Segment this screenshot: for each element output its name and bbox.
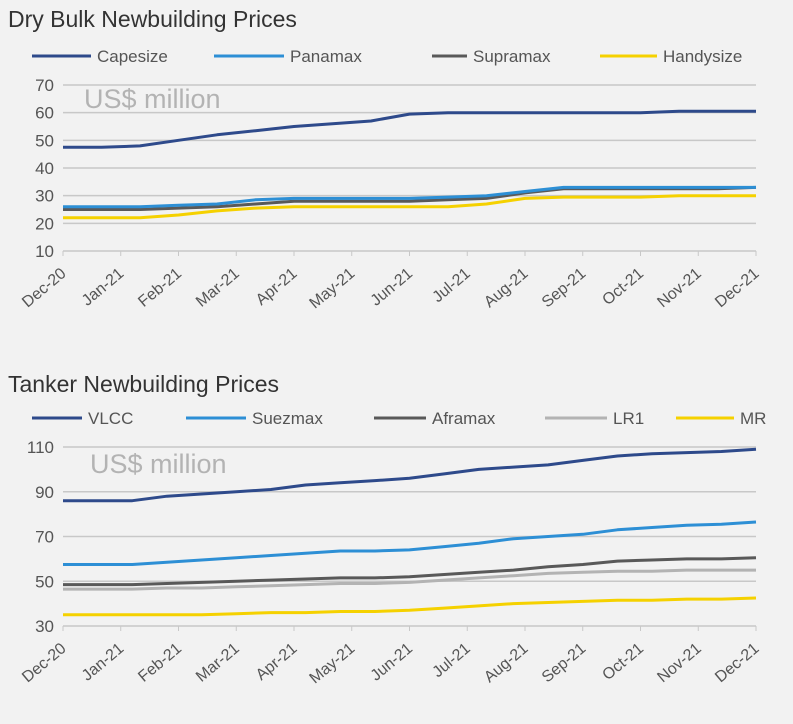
y-tick-label: 30 xyxy=(35,617,54,636)
x-tick-label: Apr-21 xyxy=(253,640,301,684)
y-tick-label: 30 xyxy=(35,187,54,206)
y-tick-label: 60 xyxy=(35,104,54,123)
tanker-chart: Tanker Newbuilding Prices VLCC Suezmax Afr… xyxy=(8,371,766,687)
x-tick-label: Dec-21 xyxy=(712,265,763,311)
x-tick-label: May-21 xyxy=(307,640,359,687)
series-line-suezmax xyxy=(63,520,757,566)
dry-bulk-chart: Dry Bulk Newbuilding Prices Capesize Pana… xyxy=(8,6,763,312)
series-line-lr1 xyxy=(63,568,756,591)
legend-label-capesize: Capesize xyxy=(97,47,168,66)
x-tick-label: Oct-21 xyxy=(599,265,647,309)
x-tick-label: Nov-21 xyxy=(654,640,705,686)
x-tick-label: Aug-21 xyxy=(481,265,532,311)
tanker-unit-label: US$ million xyxy=(90,449,227,479)
x-tick-label: Dec-20 xyxy=(19,265,70,311)
x-tick-label: Dec-21 xyxy=(712,640,763,686)
x-tick-label: Jun-21 xyxy=(368,265,416,310)
x-tick-label: Jul-21 xyxy=(430,640,474,681)
x-tick-label: Nov-21 xyxy=(654,265,705,311)
series-line-vlcc xyxy=(63,447,757,503)
legend-label-vlcc: VLCC xyxy=(88,409,133,428)
x-tick-label: Dec-20 xyxy=(19,640,70,686)
x-tick-label: Sep-21 xyxy=(539,265,590,311)
x-tick-label: Mar-21 xyxy=(193,265,243,311)
tanker-series xyxy=(63,447,757,617)
y-tick-label: 110 xyxy=(27,438,54,457)
dry-bulk-series xyxy=(63,109,757,220)
legend-label-mr: MR xyxy=(740,409,766,428)
series-line-handysize xyxy=(63,194,756,220)
x-tick-label: May-21 xyxy=(307,265,359,312)
series-line-mr xyxy=(63,596,757,617)
legend-label-suezmax: Suezmax xyxy=(252,409,323,428)
series-line-capesize xyxy=(63,109,756,149)
y-tick-label: 50 xyxy=(35,572,54,591)
x-tick-label: Jul-21 xyxy=(430,265,474,306)
tanker-y-axis: 30 50 70 90 110 xyxy=(27,438,54,636)
legend-label-lr1: LR1 xyxy=(613,409,644,428)
dry-bulk-y-axis: 10 20 30 40 50 60 70 xyxy=(35,76,54,261)
x-tick-label: Oct-21 xyxy=(599,640,647,684)
x-tick-label: Jan-21 xyxy=(79,640,127,685)
tanker-title: Tanker Newbuilding Prices xyxy=(8,371,279,397)
tanker-x-axis: Dec-20 Jan-21 Feb-21 Mar-21 Apr-21 May-21 Jun-… xyxy=(19,626,763,687)
y-tick-label: 70 xyxy=(35,76,54,95)
dry-bulk-unit-label: US$ million xyxy=(84,84,221,114)
y-tick-label: 50 xyxy=(35,131,54,150)
x-tick-label: Feb-21 xyxy=(135,265,185,311)
x-tick-label: Apr-21 xyxy=(253,265,301,309)
y-tick-label: 40 xyxy=(35,159,54,178)
y-tick-label: 90 xyxy=(35,483,54,502)
x-tick-label: Mar-21 xyxy=(193,640,243,686)
dry-bulk-x-axis: Dec-20 Jan-21 Feb-21 Mar-21 Apr-21 May-21 Jun-… xyxy=(19,251,763,312)
legend-label-aframax: Aframax xyxy=(432,409,496,428)
tanker-legend: VLCC Suezmax Aframax LR1 MR xyxy=(32,409,766,428)
x-tick-label: Aug-21 xyxy=(481,640,532,686)
dry-bulk-legend: Capesize Panamax Supramax Handysize xyxy=(32,47,742,66)
y-tick-label: 70 xyxy=(35,528,54,547)
x-tick-label: Jun-21 xyxy=(368,640,416,685)
legend-label-handysize: Handysize xyxy=(663,47,742,66)
x-tick-label: Jan-21 xyxy=(79,265,127,310)
x-tick-label: Sep-21 xyxy=(539,640,590,686)
legend-label-panamax: Panamax xyxy=(290,47,362,66)
y-tick-label: 20 xyxy=(35,214,54,233)
series-line-aframax xyxy=(63,556,757,587)
dry-bulk-title: Dry Bulk Newbuilding Prices xyxy=(8,6,297,32)
x-tick-label: Feb-21 xyxy=(135,640,185,686)
y-tick-label: 10 xyxy=(35,242,54,261)
legend-label-supramax: Supramax xyxy=(473,47,551,66)
series-line-panamax xyxy=(63,185,756,209)
